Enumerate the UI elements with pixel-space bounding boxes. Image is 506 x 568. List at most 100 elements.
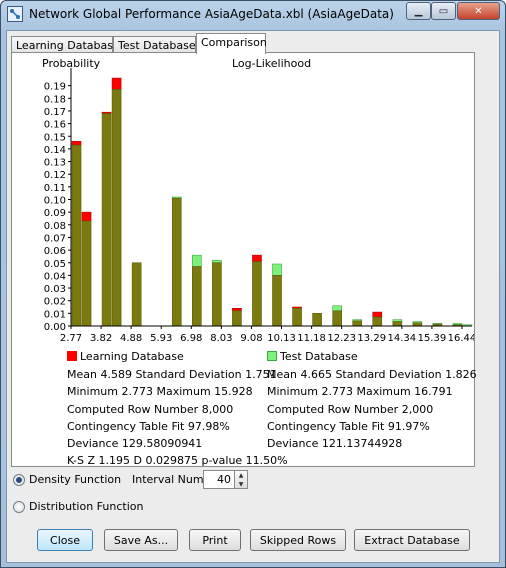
loglikelihood-chart: Probability Log-Likelihood 0.00 0.010.02 0… [42, 57, 474, 344]
x-tick-label: 14.34 [388, 333, 417, 344]
y-tick-label: 0.09 [44, 208, 66, 219]
print-button[interactable]: Print [189, 529, 241, 551]
y-tick-label: 0.06 [44, 246, 66, 257]
x-tick-label: 9.08 [240, 333, 262, 344]
skipped-rows-button[interactable]: Skipped Rows [250, 529, 346, 551]
y-tick-label: 0.16 [44, 120, 66, 131]
x-tick-label: 3.82 [90, 333, 112, 344]
overlap-bar [372, 316, 383, 327]
y-tick-label: 0.08 [44, 221, 66, 232]
y-tick-label: 0.12 [44, 170, 66, 181]
minimize-button[interactable]: ▁ [406, 2, 431, 20]
overlap-bar [252, 261, 262, 327]
test-contingency-fit: Contingency Table Fit 91.97% [267, 420, 430, 433]
distribution-function-label[interactable]: Distribution Function [29, 500, 144, 513]
close-icon: ✕ [474, 5, 483, 17]
x-tick-label: 6.98 [180, 333, 202, 344]
x-tick-label: 11.18 [297, 333, 326, 344]
test-legend-swatch [267, 351, 277, 361]
close-button[interactable]: Close [37, 529, 93, 551]
overlap-bar [312, 313, 322, 327]
test-mean-sd: Mean 4.665 Standard Deviation 1.826 [267, 368, 477, 381]
network-app-icon [7, 6, 23, 22]
overlap-bar [392, 321, 403, 327]
y-axis-label: Probability [42, 57, 101, 70]
learning-bar [111, 77, 122, 90]
y-tick-label: 0.13 [44, 158, 66, 169]
y-tick-label: 0.10 [44, 196, 66, 207]
overlap-bar [71, 144, 82, 327]
overlap-bar [81, 220, 92, 327]
title-bar[interactable]: Network Global Performance AsiaAgeData.x… [1, 1, 505, 29]
y-tick-label: 0.00 [44, 322, 66, 333]
overlap-bar [272, 275, 282, 327]
x-tick-label: 5.93 [150, 333, 172, 344]
x-tick-label: 4.88 [120, 333, 142, 344]
interval-number-label: Interval Number [132, 473, 222, 486]
overlap-bar [332, 310, 342, 327]
overlap-bar [171, 197, 182, 327]
overlap-bar [352, 320, 363, 327]
y-tick-label: 0.03 [44, 284, 66, 295]
client-area: Learning Database Test Database Comparis… [6, 30, 500, 563]
x-tick-label: 10.13 [267, 333, 296, 344]
overlap-bar [131, 262, 142, 327]
window-title: Network Global Performance AsiaAgeData.x… [29, 7, 394, 21]
overlap-bar [101, 113, 112, 327]
interval-number-spinner[interactable]: ▲ ▼ [234, 470, 248, 489]
y-tick-label: 0.07 [44, 233, 66, 244]
learning-contingency-fit: Contingency Table Fit 97.98% [67, 420, 230, 433]
spin-down-icon[interactable]: ▼ [238, 481, 244, 488]
tab-test-database[interactable]: Test Database [113, 36, 196, 54]
test-min-max: Minimum 2.773 Maximum 16.791 [267, 385, 453, 398]
spin-up-icon[interactable]: ▲ [238, 472, 244, 479]
y-tick-label: 0.02 [44, 297, 66, 308]
overlap-bar [232, 310, 242, 327]
x-tick-label: 8.03 [210, 333, 232, 344]
overlap-bar [111, 89, 122, 327]
test-bar [212, 259, 222, 264]
density-function-label[interactable]: Density Function [29, 473, 122, 486]
close-window-button[interactable]: ✕ [457, 2, 500, 20]
y-tick-label: 0.04 [44, 271, 66, 282]
learning-min-max: Minimum 2.773 Maximum 15.928 [67, 385, 253, 398]
x-tick-label: 16.44 [448, 333, 474, 344]
y-tick-label: 0.14 [44, 145, 66, 156]
overlap-bar [212, 262, 222, 327]
test-deviance: Deviance 121.13744928 [267, 437, 403, 450]
x-tick-label: 15.39 [418, 333, 447, 344]
learning-bar [81, 211, 92, 222]
y-tick-label: 0.18 [44, 94, 66, 105]
y-tick-label: 0.05 [44, 259, 66, 270]
learning-legend-swatch [67, 351, 77, 361]
ks-test-result: K-S Z 1.195 D 0.029875 p-value 11.50% [67, 454, 288, 467]
learning-bar [372, 311, 383, 318]
learning-row-number: Computed Row Number 8,000 [67, 403, 234, 416]
test-bar [332, 305, 342, 312]
y-tick-label: 0.15 [44, 132, 66, 143]
y-tick-label: 0.11 [44, 183, 66, 194]
y-tick-label: 0.17 [44, 107, 66, 118]
maximize-icon: ▭ [438, 5, 449, 17]
tab-learning-database[interactable]: Learning Database [11, 36, 120, 54]
density-function-radio[interactable] [13, 474, 25, 486]
distribution-function-radio[interactable] [13, 501, 25, 513]
overlap-bar [292, 307, 302, 327]
learning-deviance: Deviance 129.58090941 [67, 437, 203, 450]
save-as-button[interactable]: Save As... [104, 529, 178, 551]
interval-number-input[interactable]: 40 [203, 470, 235, 489]
extract-database-button[interactable]: Extract Database [354, 529, 470, 551]
test-legend-label: Test Database [280, 350, 358, 363]
learning-mean-sd: Mean 4.589 Standard Deviation 1.751 [67, 368, 277, 381]
learning-legend-label: Learning Database [80, 350, 184, 363]
x-tick-label: 2.77 [60, 333, 82, 344]
learning-bar [252, 254, 262, 262]
maximize-button[interactable]: ▭ [431, 2, 456, 20]
x-tick-label: 12.23 [327, 333, 356, 344]
test-row-number: Computed Row Number 2,000 [267, 403, 434, 416]
learning-bar [71, 141, 82, 146]
x-tick-label: 13.29 [357, 333, 386, 344]
test-bar [192, 254, 202, 267]
tab-comparison[interactable]: Comparison [196, 33, 267, 54]
